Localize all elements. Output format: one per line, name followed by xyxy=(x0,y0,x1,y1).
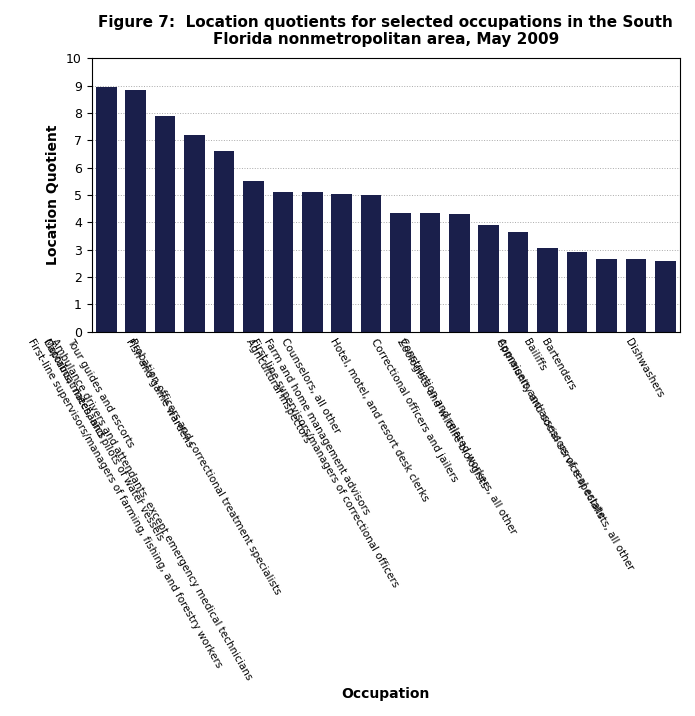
Bar xyxy=(508,232,528,332)
Bar xyxy=(213,151,234,332)
Bar xyxy=(155,116,175,332)
Bar xyxy=(184,135,205,332)
Bar xyxy=(596,259,616,332)
Bar xyxy=(332,193,352,332)
Title: Figure 7:  Location quotients for selected occupations in the South
Florida nonm: Figure 7: Location quotients for selecte… xyxy=(99,15,673,47)
Bar xyxy=(537,248,558,332)
Bar xyxy=(478,225,499,332)
Bar xyxy=(655,261,676,332)
Bar xyxy=(243,181,263,332)
Bar xyxy=(390,213,411,332)
Bar xyxy=(566,253,587,332)
Bar xyxy=(420,213,440,332)
X-axis label: Occupation: Occupation xyxy=(342,687,430,701)
Bar xyxy=(125,90,146,332)
Bar xyxy=(302,193,322,332)
Bar xyxy=(449,214,470,332)
Bar xyxy=(626,259,646,332)
Bar xyxy=(96,87,117,332)
Bar xyxy=(272,193,293,332)
Y-axis label: Location Quotient: Location Quotient xyxy=(47,125,60,266)
Bar xyxy=(361,195,382,332)
